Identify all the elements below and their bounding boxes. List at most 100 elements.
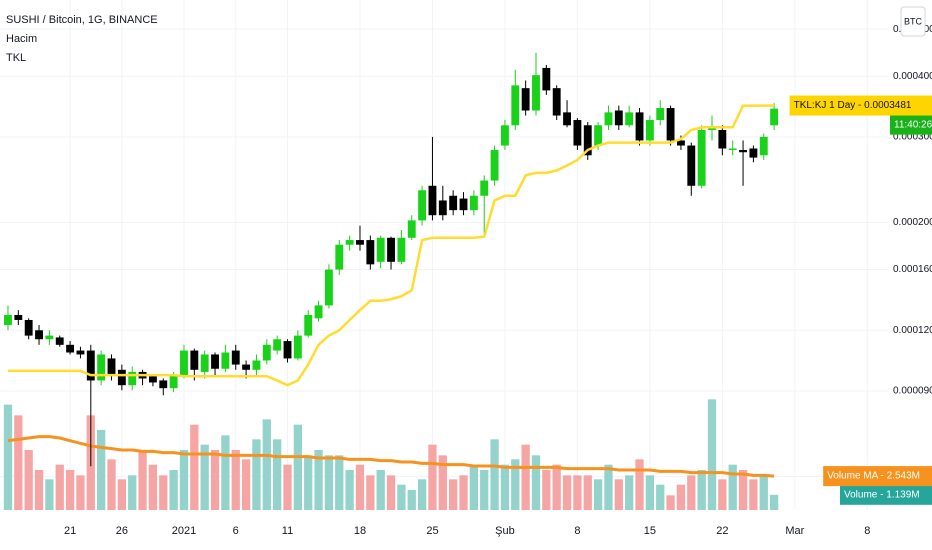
candle-body bbox=[770, 108, 779, 126]
volume-bar bbox=[190, 424, 199, 510]
volume-bar bbox=[138, 450, 147, 510]
candle-body bbox=[480, 180, 489, 196]
volume-bar bbox=[355, 464, 365, 510]
x-tick-label: 2021 bbox=[172, 525, 196, 537]
candle-body bbox=[169, 375, 178, 389]
candle-body bbox=[55, 337, 64, 345]
volume-bar bbox=[500, 464, 510, 510]
volume-bar bbox=[14, 415, 23, 510]
volume-bar bbox=[417, 479, 427, 510]
candle-body bbox=[397, 237, 406, 262]
volume-bar bbox=[614, 479, 623, 510]
candle-body bbox=[604, 112, 613, 126]
candle-body bbox=[428, 185, 437, 216]
candle-body bbox=[252, 360, 261, 370]
volume-bar bbox=[55, 464, 64, 510]
candle-body bbox=[759, 136, 768, 156]
volume-bar bbox=[469, 464, 479, 510]
volume-bar bbox=[666, 495, 675, 510]
volume-bar bbox=[428, 444, 437, 510]
volume-bar bbox=[293, 424, 303, 510]
candle-body bbox=[293, 335, 302, 359]
candle-body bbox=[242, 364, 251, 370]
currency-box bbox=[900, 6, 926, 37]
candle-body bbox=[356, 240, 364, 245]
volume-bar bbox=[366, 475, 375, 510]
volume-bar bbox=[562, 475, 572, 510]
volume-bar bbox=[490, 439, 499, 510]
volume-bar bbox=[148, 464, 158, 510]
price-tag-label: TKL:KJ 1 Day - 0.0003481 bbox=[794, 100, 912, 111]
x-tick-label: 8 bbox=[864, 525, 870, 537]
volume-bar bbox=[738, 470, 748, 510]
price-tag-label: 11:40:26 bbox=[894, 119, 932, 130]
volume-bar bbox=[345, 470, 354, 510]
price-tag bbox=[840, 484, 932, 505]
volume-bar bbox=[759, 475, 768, 510]
volume-bar bbox=[552, 464, 561, 510]
volume-bar bbox=[210, 450, 220, 510]
volume-bar bbox=[635, 459, 644, 510]
volume-bar bbox=[45, 479, 54, 510]
candle-body bbox=[708, 127, 716, 130]
volume-bar bbox=[459, 475, 468, 510]
candle-body bbox=[128, 371, 137, 386]
volume-bar bbox=[656, 484, 665, 510]
candle-body bbox=[180, 350, 188, 376]
volume-bar bbox=[335, 455, 344, 510]
volume-bar bbox=[687, 475, 696, 510]
price-tag-label: Volume MA - 2.543M bbox=[827, 471, 920, 482]
candle-body bbox=[24, 319, 33, 336]
candle-body bbox=[677, 140, 685, 146]
volume-bar bbox=[593, 479, 603, 510]
candle-body bbox=[697, 129, 706, 186]
candle-body bbox=[4, 315, 12, 326]
x-tick-label: 26 bbox=[116, 525, 128, 537]
candle-body bbox=[97, 354, 106, 381]
volume-bar bbox=[718, 479, 727, 510]
volume-bar bbox=[676, 484, 686, 510]
volume-bar bbox=[697, 470, 706, 510]
volume-bar bbox=[231, 450, 240, 510]
volume-bar bbox=[169, 470, 178, 510]
candle-body bbox=[345, 240, 354, 245]
legend-entry: TKL bbox=[6, 52, 26, 64]
legend-entry: SUSHI / Bitcoin, 1G, BINANCE bbox=[6, 14, 158, 26]
candle-body bbox=[542, 67, 551, 91]
candle-body bbox=[418, 190, 427, 221]
candle-body bbox=[749, 148, 758, 158]
candle-body bbox=[728, 148, 737, 150]
volume-bar bbox=[583, 475, 592, 510]
candle-body bbox=[76, 350, 85, 355]
x-tick-label: 11 bbox=[282, 525, 293, 537]
candle-body bbox=[552, 88, 561, 116]
x-tick-label: 21 bbox=[64, 525, 76, 537]
candle-body bbox=[583, 125, 592, 156]
x-tick-label: 6 bbox=[233, 525, 239, 537]
volume-bar bbox=[769, 494, 779, 510]
candle-body bbox=[273, 339, 282, 351]
volume-bar bbox=[34, 470, 44, 510]
x-tick-label: 8 bbox=[574, 525, 580, 537]
indicator-line bbox=[7, 104, 775, 387]
candle-body bbox=[563, 112, 571, 126]
volume-bar bbox=[273, 439, 282, 510]
candle-body bbox=[635, 112, 644, 141]
legend-entry: Hacim bbox=[6, 33, 37, 45]
candle-body bbox=[148, 376, 157, 383]
volume-bar bbox=[386, 475, 396, 510]
volume-bar bbox=[76, 475, 85, 510]
candle-body bbox=[231, 350, 240, 365]
volume-bar bbox=[117, 479, 126, 510]
legend: SUSHI / Bitcoin, 1G, BINANCE Hacim TKL BTC bbox=[6, 6, 926, 64]
candle-body bbox=[14, 315, 23, 320]
volume-bar bbox=[107, 459, 116, 510]
volume-layer bbox=[3, 399, 779, 510]
candle-body bbox=[490, 149, 499, 181]
